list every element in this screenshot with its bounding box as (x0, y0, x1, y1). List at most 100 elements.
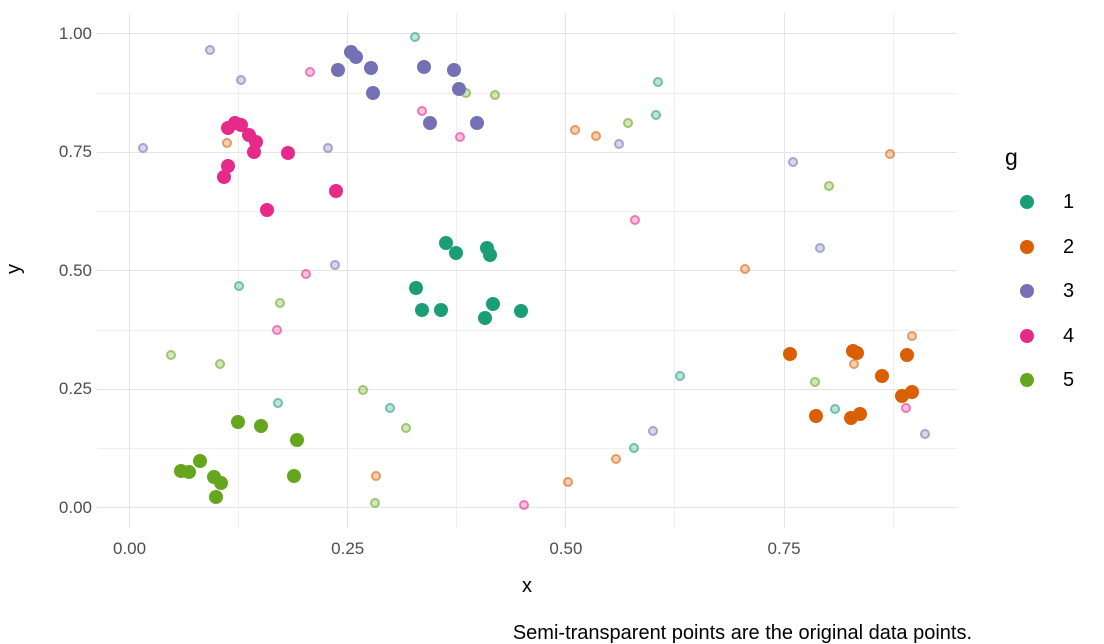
y-tick-label: 1.00 (58, 23, 92, 43)
gridline-major (97, 33, 957, 35)
gridline-minor (97, 448, 957, 450)
gridline-minor (97, 92, 957, 94)
data-point-transparent (518, 500, 529, 511)
data-point-solid (254, 419, 269, 434)
data-point-solid (900, 347, 915, 362)
data-point-solid (452, 81, 467, 96)
legend-item: 5 (1020, 366, 1074, 394)
legend-swatch (1020, 328, 1034, 343)
legend-label: 1 (1063, 191, 1075, 213)
data-point-solid (280, 145, 295, 160)
data-point-transparent (628, 443, 639, 454)
data-point-transparent (814, 243, 825, 254)
gridline-major (97, 388, 957, 390)
data-point-transparent (370, 470, 381, 481)
legend: g 1 2 3 4 5 (1005, 144, 1104, 406)
data-point-solid (286, 468, 301, 483)
x-tick-label: 0.25 (331, 539, 365, 558)
data-point-solid (408, 280, 423, 295)
data-point-transparent (920, 429, 931, 440)
data-point-solid (208, 490, 223, 505)
data-point-solid (439, 235, 454, 250)
data-point-transparent (236, 74, 247, 85)
data-point-transparent (614, 139, 625, 150)
legend-label: 3 (1063, 280, 1075, 302)
x-tick-label: 0.50 (549, 539, 583, 558)
data-point-transparent (272, 324, 283, 335)
data-point-transparent (166, 349, 177, 360)
data-point-transparent (848, 358, 859, 369)
gridline-major (97, 270, 957, 272)
data-point-transparent (570, 125, 581, 136)
data-point-transparent (739, 264, 750, 275)
data-point-solid (181, 465, 196, 480)
data-point-transparent (650, 110, 661, 121)
y-tick-label: 0.25 (58, 379, 92, 399)
data-point-solid (874, 368, 889, 383)
data-point-transparent (563, 477, 574, 488)
data-point-solid (486, 297, 501, 312)
data-point-transparent (648, 426, 659, 437)
data-point-transparent (884, 149, 895, 160)
data-point-solid (477, 311, 492, 326)
data-point-transparent (629, 215, 640, 226)
data-point-transparent (322, 142, 333, 153)
legend-label: 5 (1063, 369, 1075, 391)
gridline-minor (97, 329, 957, 331)
x-tick-label: 0.75 (767, 539, 801, 558)
data-point-solid (349, 50, 364, 65)
data-point-transparent (409, 31, 420, 42)
data-point-transparent (215, 358, 226, 369)
legend-item: 1 (1020, 188, 1074, 216)
data-point-transparent (590, 131, 601, 142)
data-point-solid (221, 158, 236, 173)
data-point-transparent (610, 454, 621, 465)
data-point-transparent (907, 330, 918, 341)
data-point-transparent (416, 105, 427, 116)
legend-swatch (1020, 239, 1034, 254)
plot-panel (97, 13, 957, 528)
data-point-transparent (137, 142, 148, 153)
data-point-solid (193, 454, 208, 469)
data-point-transparent (401, 422, 412, 433)
y-tick-label: 0.50 (58, 260, 92, 280)
data-point-transparent (787, 156, 798, 167)
legend-item: 3 (1020, 277, 1074, 305)
data-point-transparent (369, 498, 380, 509)
legend-label: 2 (1063, 235, 1075, 258)
data-point-transparent (901, 402, 912, 413)
data-point-solid (214, 476, 229, 491)
data-point-solid (260, 202, 275, 217)
data-point-transparent (272, 397, 283, 408)
x-tick-label: 0.00 (113, 539, 147, 558)
data-point-solid (366, 85, 381, 100)
data-point-solid (514, 303, 529, 318)
data-point-transparent (330, 259, 341, 270)
y-axis-title: y (3, 264, 25, 274)
data-point-transparent (490, 90, 501, 101)
data-point-transparent (233, 280, 244, 291)
caption: Semi-transparent points are the original… (512, 622, 972, 644)
gridline-major (97, 151, 957, 153)
data-point-solid (447, 62, 462, 77)
x-axis-title: x (522, 575, 532, 597)
data-point-solid (290, 433, 305, 448)
data-point-transparent (824, 181, 835, 192)
legend-item: 4 (1020, 322, 1074, 350)
data-point-solid (416, 59, 431, 74)
data-point-solid (247, 145, 262, 160)
data-point-solid (216, 169, 231, 184)
legend-swatch (1020, 195, 1034, 209)
legend-title: g (1005, 144, 1018, 170)
data-point-solid (230, 415, 245, 430)
data-point-transparent (829, 404, 840, 415)
data-point-transparent (274, 297, 285, 308)
legend-item: 2 (1020, 233, 1074, 261)
legend-swatch (1020, 284, 1034, 298)
data-point-transparent (455, 131, 466, 142)
gridline-minor (97, 211, 957, 213)
data-point-transparent (358, 384, 369, 395)
y-tick-label: 0.75 (58, 142, 92, 162)
data-point-solid (852, 407, 867, 422)
